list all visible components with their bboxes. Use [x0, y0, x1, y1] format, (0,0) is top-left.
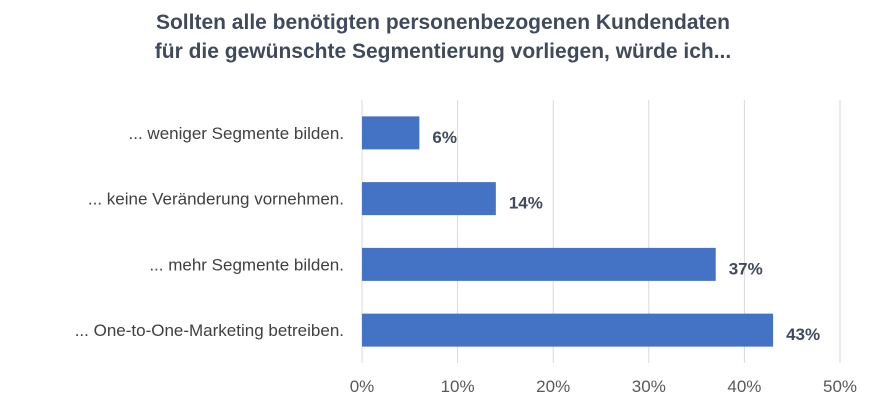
x-tick-label-0: 0% — [350, 377, 375, 396]
x-tick-label-50: 50% — [823, 377, 857, 396]
x-tick-label-30: 30% — [632, 377, 666, 396]
bar-2 — [362, 182, 496, 216]
bar-1 — [362, 116, 420, 150]
chart-title: Sollten alle benötigten personenbezogene… — [0, 8, 886, 66]
chart-title-line-1: Sollten alle benötigten personenbezogene… — [155, 11, 731, 34]
data-label-1: 6% — [432, 128, 457, 147]
chart-title-line-2: für die gewünschte Segmentierung vorlieg… — [154, 40, 732, 63]
bar-3 — [362, 247, 716, 281]
data-label-2: 14% — [509, 194, 543, 213]
category-label-1: ... weniger Segmente bilden. — [129, 124, 344, 143]
x-tick-label-20: 20% — [536, 377, 570, 396]
category-label-2: ... keine Veränderung vornehmen. — [88, 190, 344, 209]
x-tick-label-40: 40% — [727, 377, 761, 396]
data-label-3: 37% — [729, 259, 763, 278]
bars — [362, 116, 774, 347]
data-label-4: 43% — [786, 325, 820, 344]
category-label-3: ... mehr Segmente bilden. — [149, 255, 344, 274]
bar-4 — [362, 313, 774, 347]
labels: 0% 10% 20% 30% 40% 50% ... weniger Segmente bi… — [75, 124, 857, 396]
category-label-4: ... One-to-One-Marketing betreiben. — [75, 321, 344, 340]
x-tick-label-10: 10% — [441, 377, 475, 396]
